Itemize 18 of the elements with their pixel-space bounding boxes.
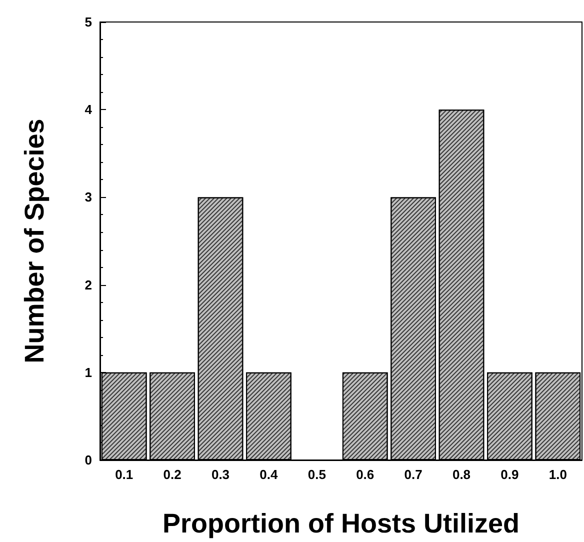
y-tick-label: 3 [84, 190, 92, 205]
y-tick-label: 4 [84, 102, 93, 118]
y-tick-label: 2 [84, 277, 92, 292]
x-axis-title: Proportion of Hosts Utilized [162, 508, 520, 538]
x-tick-label: 0.2 [163, 467, 182, 482]
x-tick-label: 0.8 [452, 467, 471, 482]
x-tick-label: 0.3 [211, 467, 230, 482]
y-axis-title: Number of Species [20, 118, 50, 364]
x-tick-label: 0.1 [115, 467, 134, 482]
x-tick-label: 0.7 [404, 467, 422, 482]
x-tick-label: 0.5 [308, 467, 326, 482]
y-tick-label: 5 [84, 14, 92, 30]
y-tick-label: 1 [84, 364, 92, 380]
x-tick-label: 0.4 [260, 467, 279, 482]
x-tick-label: 1.0 [548, 467, 567, 482]
y-tick-label: 0 [84, 452, 92, 468]
x-tick-label: 0.6 [356, 467, 374, 482]
x-tick-label: 0.9 [500, 467, 519, 482]
